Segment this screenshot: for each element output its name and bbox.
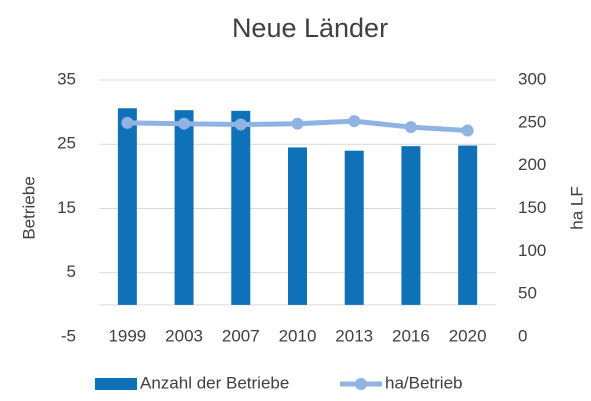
line-marker	[461, 124, 474, 137]
y-tick-label: 35	[57, 69, 76, 88]
legend-swatch	[95, 378, 137, 390]
y-tick-label: -5	[61, 326, 76, 345]
line-marker	[178, 117, 191, 130]
x-tick-label: 2013	[335, 326, 373, 345]
chart-title: Neue Länder	[232, 13, 388, 43]
bar	[174, 110, 194, 305]
x-tick-label: 2016	[392, 326, 430, 345]
legend-marker	[355, 378, 367, 390]
bar	[344, 150, 364, 305]
bar	[458, 145, 478, 305]
y2-tick-label: 0	[518, 326, 527, 345]
y-axis-title: Betriebe	[19, 176, 38, 239]
y-tick-label: 5	[67, 262, 76, 281]
y2-tick-label: 250	[518, 112, 546, 131]
x-tick-label: 2003	[165, 326, 203, 345]
y-tick-label: 15	[57, 198, 76, 217]
x-tick-label: 2020	[449, 326, 487, 345]
y2-tick-label: 300	[518, 69, 546, 88]
y-tick-label: 25	[57, 134, 76, 153]
line-marker	[234, 118, 247, 131]
y2-tick-label: 100	[518, 241, 546, 260]
bar	[231, 110, 251, 305]
legend-label: Anzahl der Betriebe	[140, 373, 289, 392]
line-marker	[404, 121, 417, 134]
bar	[401, 146, 421, 305]
x-tick-label: 1999	[108, 326, 146, 345]
line-marker	[291, 117, 304, 130]
legend-label: ha/Betrieb	[385, 373, 463, 392]
y2-tick-label: 200	[518, 155, 546, 174]
x-tick-label: 2010	[279, 326, 317, 345]
line-marker	[348, 115, 361, 128]
y2-axis-title: ha LF	[567, 186, 586, 229]
bar	[288, 147, 307, 305]
y2-tick-label: 150	[518, 198, 546, 217]
bar	[117, 108, 137, 305]
x-tick-label: 2007	[222, 326, 260, 345]
line-marker	[121, 116, 134, 129]
y2-tick-label: 50	[518, 284, 537, 303]
